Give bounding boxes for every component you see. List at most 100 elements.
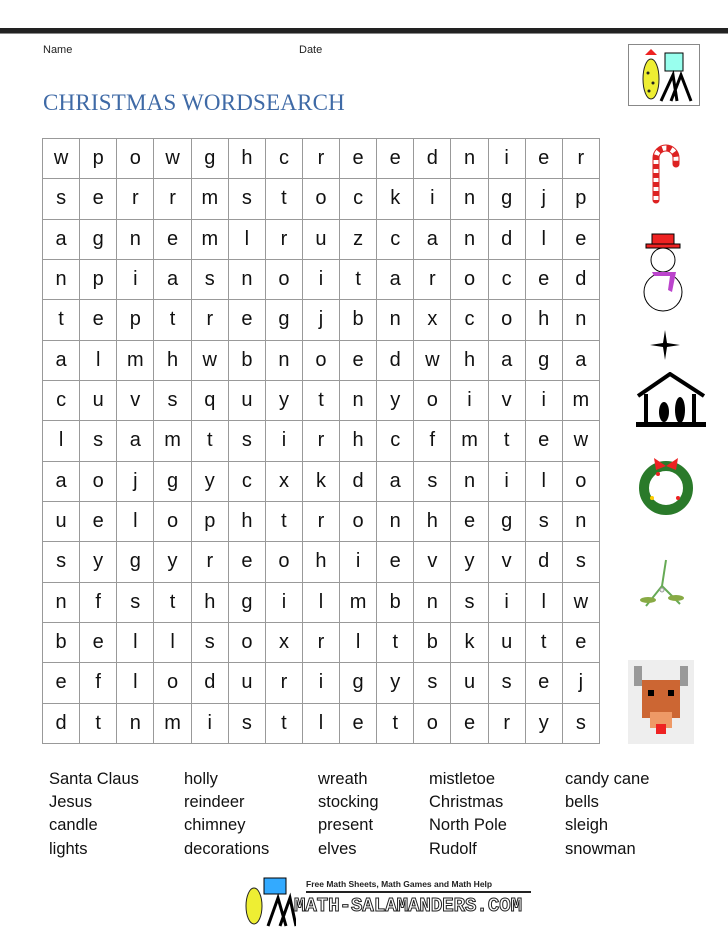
grid-cell[interactable]: r bbox=[487, 702, 526, 745]
grid-cell[interactable]: y bbox=[153, 541, 192, 583]
grid-cell[interactable]: r bbox=[301, 420, 340, 462]
grid-cell[interactable]: e bbox=[79, 621, 118, 664]
grid-cell[interactable]: k bbox=[450, 621, 489, 664]
grid-cell[interactable]: t bbox=[153, 299, 192, 341]
grid-cell[interactable]: t bbox=[79, 702, 118, 745]
grid-cell[interactable]: l bbox=[524, 218, 563, 260]
grid-cell[interactable]: a bbox=[41, 460, 81, 502]
grid-cell[interactable]: l bbox=[227, 218, 266, 260]
grid-cell[interactable]: w bbox=[413, 339, 452, 381]
grid-cell[interactable]: i bbox=[413, 178, 452, 220]
grid-cell[interactable]: n bbox=[376, 299, 415, 341]
grid-cell[interactable]: y bbox=[450, 541, 489, 583]
grid-cell[interactable]: j bbox=[524, 178, 563, 220]
grid-cell[interactable]: e bbox=[450, 500, 489, 543]
grid-cell[interactable]: a bbox=[487, 339, 526, 381]
grid-cell[interactable]: s bbox=[190, 258, 229, 301]
grid-cell[interactable]: j bbox=[301, 299, 340, 341]
grid-cell[interactable]: o bbox=[450, 258, 489, 301]
grid-cell[interactable]: a bbox=[41, 218, 81, 260]
grid-cell[interactable]: i bbox=[264, 581, 303, 623]
grid-cell[interactable]: h bbox=[338, 420, 378, 462]
grid-cell[interactable]: b bbox=[338, 299, 378, 341]
grid-cell[interactable]: v bbox=[413, 541, 452, 583]
grid-cell[interactable]: g bbox=[487, 500, 526, 543]
grid-cell[interactable]: s bbox=[487, 662, 526, 704]
grid-cell[interactable]: n bbox=[450, 460, 489, 502]
grid-cell[interactable]: r bbox=[190, 541, 229, 583]
grid-cell[interactable]: y bbox=[190, 460, 229, 502]
grid-cell[interactable]: w bbox=[41, 137, 81, 180]
grid-cell[interactable]: e bbox=[524, 420, 563, 462]
grid-cell[interactable]: o bbox=[153, 662, 192, 704]
grid-cell[interactable]: s bbox=[561, 541, 601, 583]
grid-cell[interactable]: s bbox=[41, 178, 81, 220]
grid-cell[interactable]: c bbox=[41, 379, 81, 422]
grid-cell[interactable]: h bbox=[190, 581, 229, 623]
grid-cell[interactable]: m bbox=[561, 379, 601, 422]
grid-cell[interactable]: f bbox=[413, 420, 452, 462]
grid-cell[interactable]: g bbox=[190, 137, 229, 180]
grid-cell[interactable]: c bbox=[450, 299, 489, 341]
grid-cell[interactable]: e bbox=[79, 178, 118, 220]
grid-cell[interactable]: l bbox=[41, 420, 81, 462]
grid-cell[interactable]: l bbox=[116, 662, 155, 704]
grid-cell[interactable]: i bbox=[264, 420, 303, 462]
grid-cell[interactable]: e bbox=[153, 218, 192, 260]
grid-cell[interactable]: h bbox=[227, 137, 266, 180]
grid-cell[interactable]: t bbox=[264, 702, 303, 745]
grid-cell[interactable]: n bbox=[450, 137, 489, 180]
grid-cell[interactable]: i bbox=[487, 137, 526, 180]
grid-cell[interactable]: s bbox=[450, 581, 489, 623]
grid-cell[interactable]: e bbox=[524, 137, 563, 180]
grid-cell[interactable]: o bbox=[301, 178, 340, 220]
grid-cell[interactable]: e bbox=[79, 500, 118, 543]
grid-cell[interactable]: b bbox=[413, 621, 452, 664]
grid-cell[interactable]: m bbox=[190, 178, 229, 220]
grid-cell[interactable]: a bbox=[376, 258, 415, 301]
grid-cell[interactable]: o bbox=[264, 541, 303, 583]
grid-cell[interactable]: e bbox=[79, 299, 118, 341]
grid-cell[interactable]: e bbox=[524, 258, 563, 301]
grid-cell[interactable]: b bbox=[227, 339, 266, 381]
grid-cell[interactable]: h bbox=[227, 500, 266, 543]
grid-cell[interactable]: i bbox=[190, 702, 229, 745]
grid-cell[interactable]: d bbox=[561, 258, 601, 301]
grid-cell[interactable]: d bbox=[413, 137, 452, 180]
grid-cell[interactable]: i bbox=[338, 541, 378, 583]
grid-cell[interactable]: i bbox=[487, 460, 526, 502]
grid-cell[interactable]: t bbox=[376, 621, 415, 664]
grid-cell[interactable]: l bbox=[116, 500, 155, 543]
grid-cell[interactable]: c bbox=[487, 258, 526, 301]
grid-cell[interactable]: w bbox=[561, 420, 601, 462]
grid-cell[interactable]: c bbox=[376, 218, 415, 260]
grid-cell[interactable]: g bbox=[264, 299, 303, 341]
grid-cell[interactable]: l bbox=[79, 339, 118, 381]
grid-cell[interactable]: m bbox=[116, 339, 155, 381]
grid-cell[interactable]: o bbox=[338, 500, 378, 543]
grid-cell[interactable]: n bbox=[264, 339, 303, 381]
grid-cell[interactable]: b bbox=[376, 581, 415, 623]
grid-cell[interactable]: r bbox=[190, 299, 229, 341]
grid-cell[interactable]: y bbox=[376, 662, 415, 704]
grid-cell[interactable]: n bbox=[450, 218, 489, 260]
grid-cell[interactable]: u bbox=[227, 379, 266, 422]
grid-cell[interactable]: i bbox=[301, 258, 340, 301]
grid-cell[interactable]: g bbox=[79, 218, 118, 260]
grid-cell[interactable]: v bbox=[487, 379, 526, 422]
grid-cell[interactable]: s bbox=[413, 662, 452, 704]
grid-cell[interactable]: c bbox=[227, 460, 266, 502]
grid-cell[interactable]: v bbox=[116, 379, 155, 422]
grid-cell[interactable]: u bbox=[487, 621, 526, 664]
grid-cell[interactable]: s bbox=[227, 178, 266, 220]
grid-cell[interactable]: h bbox=[450, 339, 489, 381]
grid-cell[interactable]: l bbox=[116, 621, 155, 664]
grid-cell[interactable]: s bbox=[561, 702, 601, 745]
grid-cell[interactable]: e bbox=[41, 662, 81, 704]
grid-cell[interactable]: n bbox=[116, 702, 155, 745]
grid-cell[interactable]: s bbox=[227, 702, 266, 745]
grid-cell[interactable]: r bbox=[301, 137, 340, 180]
grid-cell[interactable]: r bbox=[153, 178, 192, 220]
grid-cell[interactable]: k bbox=[376, 178, 415, 220]
grid-cell[interactable]: f bbox=[79, 581, 118, 623]
